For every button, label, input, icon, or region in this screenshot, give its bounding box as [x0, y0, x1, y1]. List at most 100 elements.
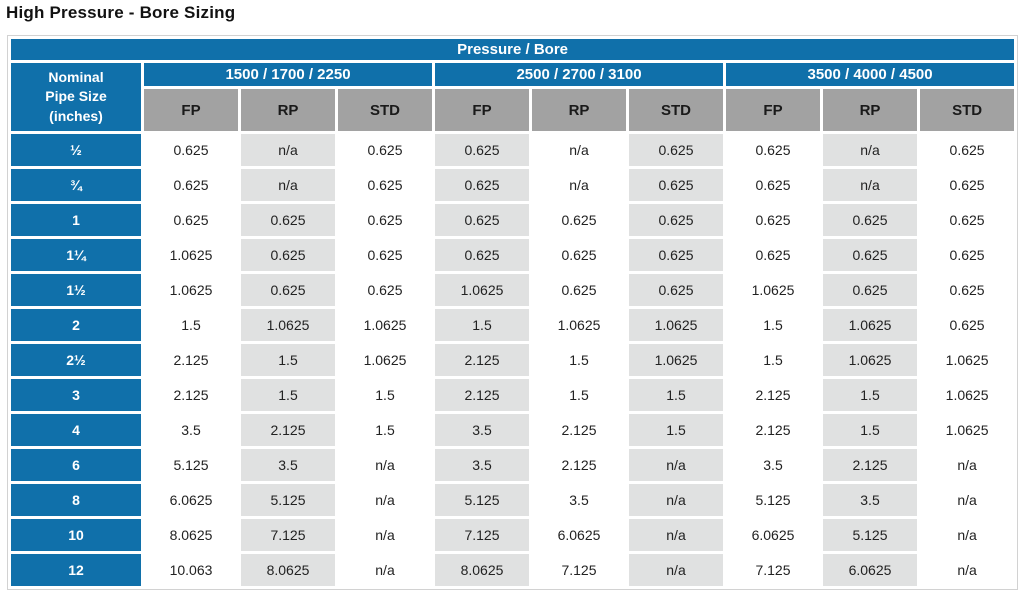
bore-value-cell: 1.0625 — [144, 274, 238, 306]
bore-value-cell: n/a — [629, 449, 723, 481]
pipe-size-cell: ¾ — [11, 169, 141, 201]
bore-value-cell: 1.5 — [726, 344, 820, 376]
pipe-size-cell: 4 — [11, 414, 141, 446]
group-header-row: Nominal Pipe Size (inches) 1500 / 1700 /… — [11, 63, 1015, 131]
bore-value-cell: 2.125 — [532, 414, 626, 446]
bore-value-cell: 7.125 — [435, 519, 529, 551]
table-row: 3 2.125 1.5 1.5 2.125 1.5 1.5 2.125 1.5 1.0625 — [11, 379, 1015, 411]
table-row: 1½ 1.0625 0.625 0.625 1.0625 0.625 0.625 1.0625… — [11, 274, 1015, 306]
bore-value-cell: 1.0625 — [241, 309, 335, 341]
bore-value-cell: 0.625 — [629, 134, 723, 166]
bore-value-cell: n/a — [629, 554, 723, 586]
bore-value-cell: 7.125 — [532, 554, 626, 586]
bore-value-cell: 8.0625 — [435, 554, 529, 586]
bore-value-cell: 1.5 — [144, 309, 238, 341]
bore-value-cell: 1.5 — [532, 344, 626, 376]
bore-value-cell: n/a — [920, 484, 1015, 516]
bore-value-cell: 0.625 — [920, 309, 1015, 341]
bore-value-cell: 0.625 — [338, 239, 432, 271]
table-body: ½ 0.625 n/a 0.625 0.625 n/a 0.625 0.625 n/a 0.625… — [11, 134, 1015, 586]
top-header-row: Pressure / Bore — [11, 39, 1015, 60]
bore-value-cell: 0.625 — [338, 169, 432, 201]
bore-value-cell: 0.625 — [338, 134, 432, 166]
bore-value-cell: n/a — [823, 134, 917, 166]
bore-value-cell: 3.5 — [532, 484, 626, 516]
bore-sizing-table: Pressure / Bore Nominal Pipe Size (inche… — [8, 36, 1018, 589]
bore-value-cell: 0.625 — [241, 204, 335, 236]
bore-value-cell: 0.625 — [920, 169, 1015, 201]
corner-line-3: (inches) — [49, 107, 103, 124]
pipe-size-cell: 10 — [11, 519, 141, 551]
bore-value-cell: 0.625 — [823, 204, 917, 236]
table-row: 12 10.063 8.0625 n/a 8.0625 7.125 n/a 7.125 6.06… — [11, 554, 1015, 586]
bore-value-cell: 0.625 — [435, 169, 529, 201]
pipe-size-cell: 12 — [11, 554, 141, 586]
bore-value-cell: 3.5 — [241, 449, 335, 481]
bore-value-cell: 7.125 — [726, 554, 820, 586]
bore-sizing-table-container: Pressure / Bore Nominal Pipe Size (inche… — [7, 35, 1019, 590]
bore-value-cell: 1.5 — [435, 309, 529, 341]
pressure-group-2500: 2500 / 2700 / 3100 — [435, 63, 723, 86]
bore-value-cell: 1.0625 — [338, 309, 432, 341]
bore-value-cell: 1.5 — [629, 414, 723, 446]
corner-line-2: Pipe Size — [45, 88, 107, 105]
bore-value-cell: 0.625 — [920, 239, 1015, 271]
bore-value-cell: 1.5 — [241, 344, 335, 376]
bore-value-cell: 0.625 — [532, 274, 626, 306]
bore-value-cell: 8.0625 — [144, 519, 238, 551]
pipe-size-cell: 8 — [11, 484, 141, 516]
bore-value-cell: n/a — [920, 554, 1015, 586]
bore-value-cell: 0.625 — [920, 204, 1015, 236]
bore-value-cell: 1.5 — [338, 414, 432, 446]
bore-value-cell: n/a — [920, 519, 1015, 551]
pipe-size-cell: 6 — [11, 449, 141, 481]
col-header-std-3: STD — [920, 89, 1015, 131]
col-header-fp-2: FP — [435, 89, 529, 131]
bore-value-cell: 1.5 — [823, 379, 917, 411]
bore-value-cell: 5.125 — [823, 519, 917, 551]
bore-value-cell: n/a — [338, 484, 432, 516]
col-header-fp-3: FP — [726, 89, 820, 131]
bore-value-cell: 5.125 — [241, 484, 335, 516]
table-row: 6 5.125 3.5 n/a 3.5 2.125 n/a 3.5 2.125 n/a — [11, 449, 1015, 481]
bore-value-cell: 0.625 — [726, 204, 820, 236]
bore-value-cell: 1.0625 — [144, 239, 238, 271]
bore-value-cell: 0.625 — [726, 239, 820, 271]
bore-value-cell: 0.625 — [338, 274, 432, 306]
bore-value-cell: 0.625 — [435, 134, 529, 166]
bore-value-cell: n/a — [532, 169, 626, 201]
bore-value-cell: n/a — [241, 134, 335, 166]
table-row: 10 8.0625 7.125 n/a 7.125 6.0625 n/a 6.0625 5.12… — [11, 519, 1015, 551]
bore-value-cell: 6.0625 — [823, 554, 917, 586]
bore-value-cell: 2.125 — [726, 414, 820, 446]
pipe-size-cell: ½ — [11, 134, 141, 166]
bore-value-cell: 2.125 — [241, 414, 335, 446]
col-header-rp-2: RP — [532, 89, 626, 131]
pipe-size-cell: 2 — [11, 309, 141, 341]
bore-value-cell: n/a — [532, 134, 626, 166]
bore-value-cell: n/a — [338, 449, 432, 481]
bore-value-cell: 3.5 — [144, 414, 238, 446]
bore-value-cell: 5.125 — [144, 449, 238, 481]
bore-value-cell: 0.625 — [629, 204, 723, 236]
pressure-group-3500: 3500 / 4000 / 4500 — [726, 63, 1015, 86]
pipe-size-cell: 2½ — [11, 344, 141, 376]
pipe-size-cell: 1½ — [11, 274, 141, 306]
bore-value-cell: 1.0625 — [338, 344, 432, 376]
col-header-rp-3: RP — [823, 89, 917, 131]
bore-value-cell: 1.0625 — [629, 344, 723, 376]
bore-value-cell: 0.625 — [920, 274, 1015, 306]
pressure-group-1500: 1500 / 1700 / 2250 — [144, 63, 432, 86]
bore-value-cell: 1.0625 — [726, 274, 820, 306]
bore-value-cell: 2.125 — [435, 379, 529, 411]
bore-value-cell: n/a — [338, 554, 432, 586]
bore-value-cell: 0.625 — [532, 204, 626, 236]
bore-value-cell: 0.625 — [241, 239, 335, 271]
bore-value-cell: 6.0625 — [726, 519, 820, 551]
nominal-pipe-size-header: Nominal Pipe Size (inches) — [11, 63, 141, 131]
bore-value-cell: 1.0625 — [823, 309, 917, 341]
table-row: 2½ 2.125 1.5 1.0625 2.125 1.5 1.0625 1.5 1.0625 1… — [11, 344, 1015, 376]
bore-value-cell: 0.625 — [435, 204, 529, 236]
page-title: High Pressure - Bore Sizing — [6, 3, 236, 22]
bore-value-cell: n/a — [241, 169, 335, 201]
